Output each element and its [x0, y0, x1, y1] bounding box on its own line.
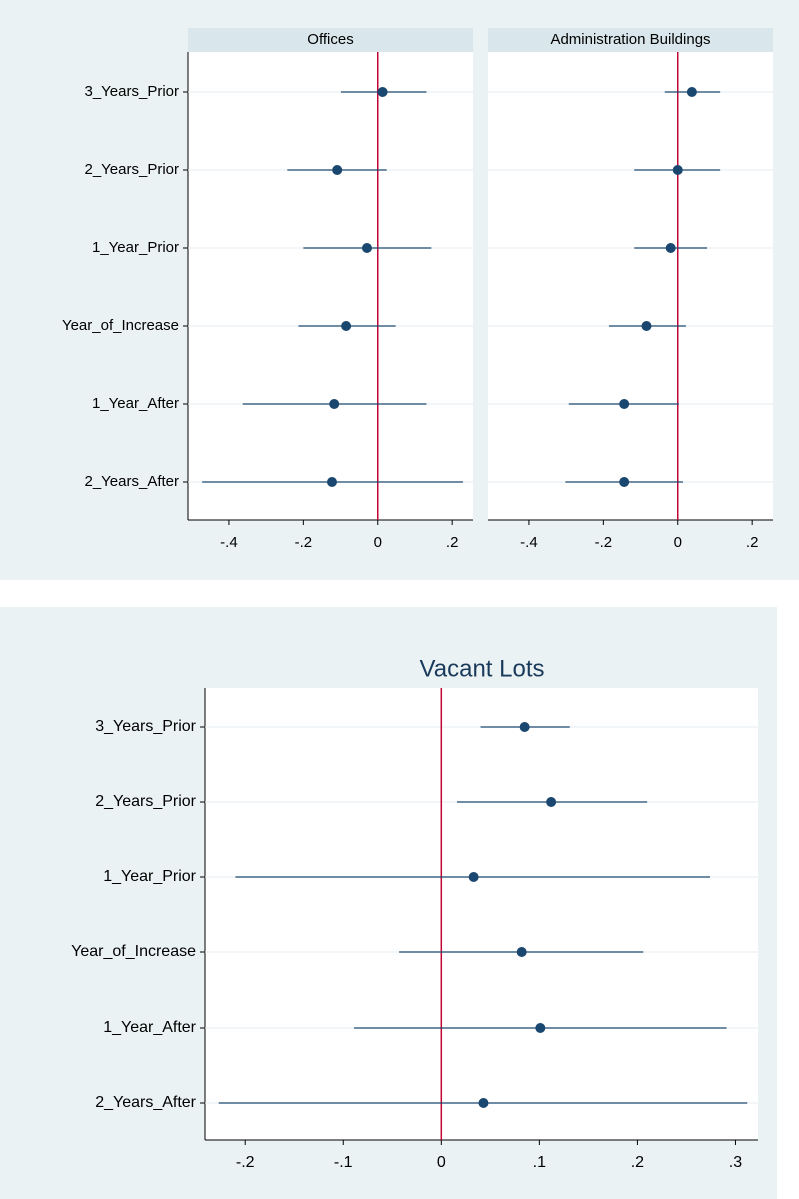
point-estimate [665, 243, 676, 253]
point-estimate [619, 477, 630, 487]
x-tick-label: -.2 [295, 534, 313, 551]
y-tick-label: 3_Years_Prior [95, 718, 196, 735]
y-tick-label: 1_Year_Prior [92, 239, 179, 256]
plot-area [488, 52, 773, 520]
x-tick-label: -.2 [595, 534, 613, 551]
panel-title: Offices [307, 31, 353, 48]
point-estimate [641, 321, 652, 331]
x-tick-label: 0 [674, 534, 682, 551]
x-tick-label: -.2 [236, 1154, 255, 1171]
y-tick-label: 1_Year_After [103, 1019, 196, 1036]
point-estimate [341, 321, 352, 331]
point-estimate [619, 399, 630, 409]
point-estimate [377, 87, 388, 97]
panel-strip [188, 28, 473, 52]
x-tick-label: .2 [746, 534, 759, 551]
x-tick-label: 0 [374, 534, 382, 551]
point-estimate [468, 872, 479, 882]
x-tick-label: .1 [533, 1154, 546, 1171]
y-tick-label: Year_of_Increase [62, 317, 179, 334]
panel-title: Administration Buildings [550, 31, 710, 48]
point-estimate [361, 243, 372, 253]
x-tick-label: .2 [631, 1154, 644, 1171]
plot-area [188, 52, 473, 520]
plot-area [205, 688, 758, 1140]
point-estimate [332, 165, 343, 175]
point-estimate [546, 797, 557, 807]
y-tick-label: 1_Year_After [92, 395, 179, 412]
x-tick-label: 0 [437, 1154, 446, 1171]
x-tick-label: .3 [729, 1154, 742, 1171]
x-tick-label: -.4 [220, 534, 238, 551]
point-estimate [519, 722, 530, 732]
y-tick-label: 2_Years_Prior [84, 161, 179, 178]
point-estimate [329, 399, 340, 409]
y-tick-label: 2_Years_After [95, 1094, 196, 1111]
chart-title: Vacant Lots [420, 655, 545, 682]
point-estimate [516, 947, 527, 957]
x-tick-label: -.4 [520, 534, 538, 551]
panel-strip [488, 28, 773, 52]
point-estimate [478, 1098, 489, 1108]
point-estimate [326, 477, 337, 487]
y-tick-label: 2_Years_After [84, 473, 179, 490]
point-estimate [686, 87, 697, 97]
x-tick-label: .2 [446, 534, 459, 551]
y-tick-label: 3_Years_Prior [84, 83, 179, 100]
x-tick-label: -.1 [334, 1154, 353, 1171]
point-estimate [672, 165, 683, 175]
y-tick-label: Year_of_Increase [71, 943, 196, 960]
point-estimate [535, 1023, 546, 1033]
y-tick-label: 1_Year_Prior [103, 868, 196, 885]
y-tick-label: 2_Years_Prior [95, 793, 196, 810]
